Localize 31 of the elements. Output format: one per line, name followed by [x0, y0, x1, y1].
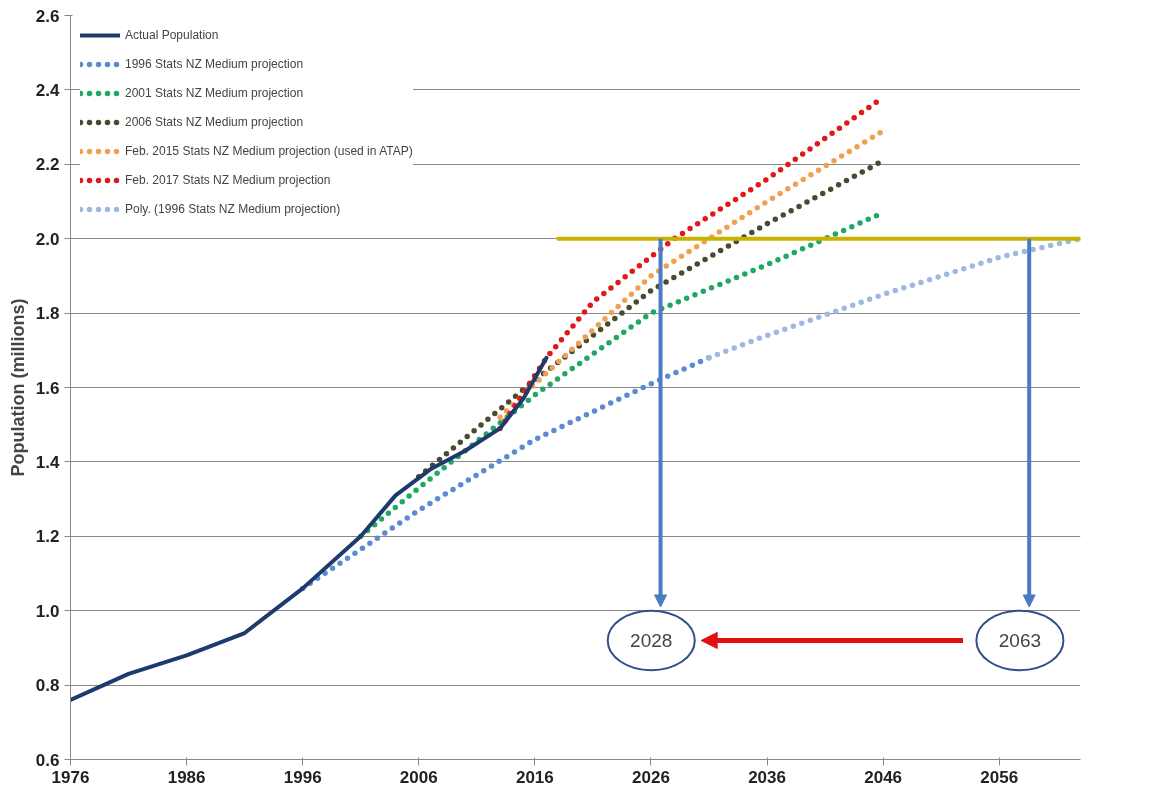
x-tick-label: 2036	[748, 767, 786, 787]
x-tick-label: 2046	[864, 767, 903, 787]
x-tick-label: 2026	[632, 767, 670, 787]
y-tick-label: 1.0	[35, 601, 60, 621]
y-tick-label: 1.6	[35, 378, 60, 398]
legend-label: Feb. 2015 Stats NZ Medium projection (used in ATAP)	[125, 144, 413, 158]
y-tick-label: 1.4	[35, 452, 61, 472]
x-tick-label: 1976	[51, 767, 90, 787]
annotation: 2028	[630, 629, 673, 651]
legend-label: Actual Population	[125, 28, 219, 42]
y-tick-label: 0.8	[35, 676, 60, 696]
legend-label: 1996 Stats NZ Medium projection	[125, 57, 304, 71]
x-tick-label: 2016	[515, 767, 554, 787]
y-tick-label: 2.6	[35, 6, 60, 26]
x-tick-label: 1986	[167, 767, 206, 787]
x-tick-label: 2056	[980, 767, 1019, 787]
legend-label: Poly. (1996 Stats NZ Medium projection)	[125, 202, 341, 216]
y-tick-label: 1.8	[35, 304, 60, 324]
legend-label: 2006 Stats NZ Medium projection	[125, 115, 304, 129]
y-tick-label: 2.4	[35, 80, 61, 100]
line-series	[70, 355, 549, 702]
y-tick-label: 2.2	[35, 155, 60, 175]
x-tick-label: 2006	[399, 767, 438, 787]
annotation: 2063	[998, 629, 1042, 651]
y-axis-title: Population (millions)	[7, 298, 28, 477]
legend-label: Feb. 2017 Stats NZ Medium projection	[125, 173, 331, 187]
y-tick-label: 2.0	[35, 229, 60, 249]
y-tick-label: 1.2	[35, 527, 60, 547]
legend-label: 2001 Stats NZ Medium projection	[125, 86, 304, 100]
x-tick-label: 1996	[283, 767, 322, 787]
y-tick-label: 0.6	[35, 750, 60, 770]
